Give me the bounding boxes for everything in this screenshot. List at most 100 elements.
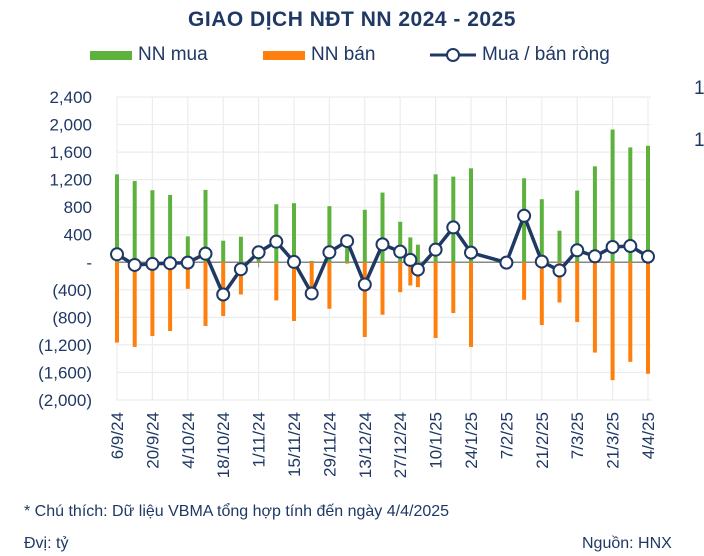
- sell-bar: [292, 262, 296, 322]
- sell-bar: [203, 262, 208, 326]
- buy-bar: [309, 260, 314, 263]
- legend-net-swatch: [430, 48, 476, 62]
- sell-bar: [408, 262, 413, 286]
- chart-area: 2,400 2,000 1,600 1,200 800 400 - (400) (800) (1,…: [38, 88, 658, 478]
- x-tick-label: 4/10/24: [179, 412, 198, 469]
- net-point: [534, 254, 549, 269]
- legend-net-label: Mua / bán ròng: [482, 44, 610, 65]
- buy-bar: [274, 204, 279, 263]
- buy-bar: [628, 147, 633, 263]
- sell-bar: [628, 262, 633, 362]
- buy-bar: [433, 174, 438, 263]
- net-point: [375, 237, 390, 252]
- x-tick-label: 21/3/25: [604, 412, 623, 469]
- cropped-label: 1: [694, 78, 704, 99]
- x-tick-label: 13/12/24: [356, 412, 375, 478]
- buy-bar: [539, 199, 544, 263]
- x-tick-label: 24/1/25: [462, 412, 481, 469]
- sell-bar: [469, 262, 473, 347]
- net-point: [446, 220, 461, 235]
- x-tick-label: 18/10/24: [214, 412, 233, 478]
- buy-bar: [168, 194, 173, 263]
- net-point: [428, 242, 443, 257]
- unit-label: Đvị: tỷ: [24, 535, 69, 552]
- legend-net: Mua / bán ròng: [430, 44, 610, 66]
- x-tick-label: 20/9/24: [143, 412, 162, 469]
- buy-bar: [398, 221, 403, 263]
- y-tick-label: (1,600): [38, 363, 92, 382]
- y-tick-label: 1,200: [49, 171, 92, 190]
- x-tick-label: 27/12/24: [391, 412, 410, 478]
- buy-bar: [415, 244, 420, 263]
- net-point: [587, 249, 602, 264]
- x-tick-label: 21/2/25: [533, 412, 552, 469]
- net-point: [410, 262, 425, 277]
- sell-bar: [592, 262, 597, 353]
- sell-bar: [327, 262, 332, 309]
- legend-sell: NN bán: [263, 44, 375, 66]
- sell-bar: [398, 262, 403, 293]
- net-point: [464, 245, 478, 260]
- net-point: [322, 245, 337, 260]
- buy-bar: [292, 203, 296, 263]
- sell-bar: [610, 262, 615, 381]
- y-tick-label: 2,400: [49, 88, 92, 107]
- buy-bar: [132, 180, 137, 263]
- sell-bar: [309, 262, 314, 295]
- buy-bar: [557, 230, 562, 263]
- chart-title: GIAO DỊCH NĐT NN 2024 - 2025: [188, 8, 516, 31]
- net-point: [403, 252, 418, 267]
- buy-bar: [362, 209, 367, 263]
- x-tick-label: 7/3/25: [568, 412, 587, 459]
- net-point: [127, 257, 142, 272]
- sell-bar: [451, 262, 456, 314]
- net-point: [570, 243, 585, 258]
- sell-bar: [646, 262, 650, 374]
- sell-bar: [433, 262, 438, 338]
- legend-buy-swatch: [90, 50, 132, 60]
- buy-bar: [408, 237, 413, 263]
- sell-bar: [380, 262, 385, 315]
- y-tick-label: (800): [52, 308, 92, 327]
- net-point: [216, 287, 231, 302]
- y-tick-label: 800: [64, 198, 92, 217]
- y-tick-label: (2,000): [38, 391, 92, 410]
- x-tick-label: 7/2/25: [497, 412, 516, 459]
- buy-bar: [150, 190, 155, 263]
- buy-bar: [327, 206, 332, 263]
- buy-bar: [592, 166, 597, 263]
- x-tick-label: 6/9/24: [108, 412, 127, 459]
- net-point: [499, 255, 514, 270]
- sell-bar: [522, 262, 527, 300]
- net-point: [340, 234, 355, 249]
- sell-bar: [575, 262, 580, 323]
- buy-bar: [469, 168, 473, 263]
- x-tick-label: 29/11/24: [320, 412, 339, 477]
- net-point: [605, 239, 620, 254]
- y-tick-label: -: [86, 253, 92, 272]
- cropped-label: 1: [694, 130, 704, 151]
- buy-bar: [238, 236, 243, 263]
- buy-bar: [575, 190, 580, 263]
- legend-buy-label: NN mua: [138, 44, 208, 65]
- net-point: [552, 263, 567, 278]
- net-point: [304, 286, 319, 301]
- sell-bar: [132, 262, 137, 347]
- x-tick-label: 4/4/25: [639, 412, 658, 459]
- legend-sell-label: NN bán: [311, 44, 376, 65]
- sell-bar: [345, 262, 350, 264]
- y-tick-label: (400): [52, 281, 92, 300]
- net-point: [641, 249, 655, 264]
- net-point: [393, 244, 408, 259]
- buy-bar: [380, 192, 385, 263]
- source-label: Nguồn: HNX: [582, 535, 672, 552]
- sell-bar: [274, 262, 279, 301]
- y-tick-label: 2,000: [49, 116, 92, 135]
- sell-bar: [557, 262, 562, 303]
- sell-bar: [362, 262, 367, 337]
- sell-bar: [168, 262, 173, 331]
- buy-bar: [203, 189, 208, 263]
- buy-bar: [221, 240, 226, 263]
- buy-bar: [646, 145, 650, 263]
- x-tick-label: 15/11/24: [285, 412, 304, 477]
